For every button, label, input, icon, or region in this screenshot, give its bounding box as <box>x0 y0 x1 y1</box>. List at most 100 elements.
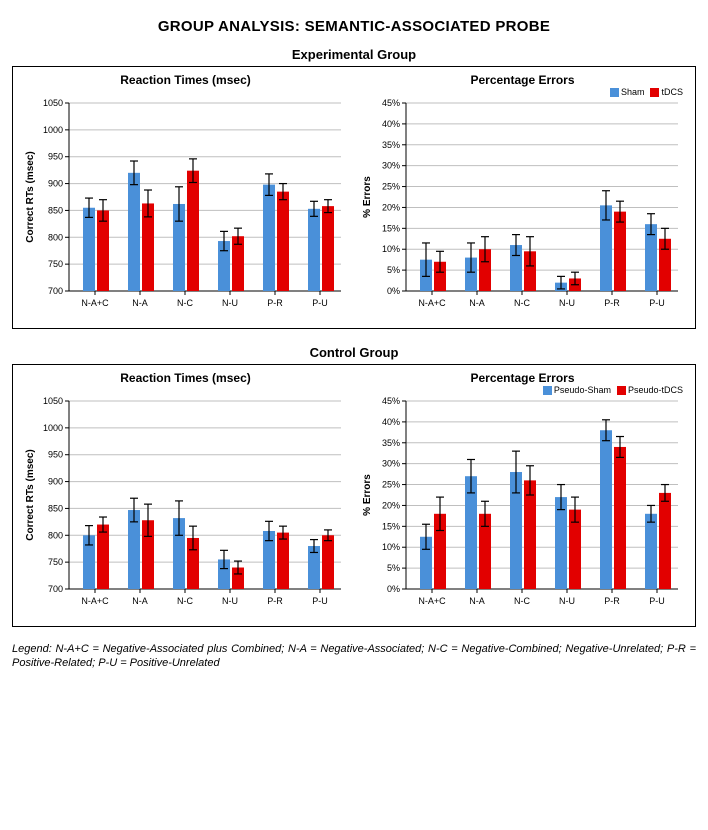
group-title: Control Group <box>12 345 696 360</box>
chart-legend: Pseudo-Sham Pseudo-tDCS <box>543 385 683 395</box>
svg-text:15%: 15% <box>382 223 400 233</box>
svg-text:1050: 1050 <box>43 396 63 406</box>
bar <box>97 525 109 589</box>
bar <box>645 514 657 589</box>
svg-text:P-R: P-R <box>267 298 283 308</box>
svg-text:N-U: N-U <box>222 596 238 606</box>
svg-text:P-U: P-U <box>649 298 665 308</box>
chart-title: Reaction Times (msec) <box>19 371 352 385</box>
svg-text:20%: 20% <box>382 202 400 212</box>
svg-text:N-C: N-C <box>514 298 530 308</box>
svg-text:P-R: P-R <box>604 596 620 606</box>
svg-text:N-A+C: N-A+C <box>418 596 446 606</box>
svg-text:N-A+C: N-A+C <box>81 596 109 606</box>
svg-text:P-R: P-R <box>267 596 283 606</box>
chart: Reaction Times (msec)7007508008509009501… <box>19 371 352 624</box>
svg-text:P-U: P-U <box>312 596 328 606</box>
figure-content: Experimental GroupReaction Times (msec)7… <box>12 47 696 627</box>
chart-legend: Sham tDCS <box>610 87 683 97</box>
svg-text:P-U: P-U <box>649 596 665 606</box>
bar <box>83 208 95 291</box>
svg-text:N-C: N-C <box>514 596 530 606</box>
svg-text:35%: 35% <box>382 438 400 448</box>
svg-text:0%: 0% <box>387 584 400 594</box>
chart-title: Percentage Errors <box>356 371 689 385</box>
svg-text:900: 900 <box>48 179 63 189</box>
svg-text:900: 900 <box>48 477 63 487</box>
svg-text:800: 800 <box>48 530 63 540</box>
svg-text:5%: 5% <box>387 265 400 275</box>
svg-text:N-C: N-C <box>177 596 193 606</box>
bar <box>322 206 334 291</box>
svg-text:Correct RTs (msec): Correct RTs (msec) <box>25 151 36 243</box>
bar <box>659 493 671 589</box>
bar <box>263 185 275 291</box>
chart: Percentage ErrorsSham tDCS 0% 5% 10% 15% 20% 25… <box>356 73 689 326</box>
chart-title: Reaction Times (msec) <box>19 73 352 87</box>
bar <box>277 533 289 589</box>
svg-text:30%: 30% <box>382 161 400 171</box>
svg-text:35%: 35% <box>382 140 400 150</box>
legend-label: Pseudo-Sham <box>554 385 611 395</box>
chart-svg: 700 750 800 850 900 950 1000 1050 Correct RTs (m… <box>19 91 349 326</box>
svg-text:850: 850 <box>48 205 63 215</box>
svg-text:1000: 1000 <box>43 423 63 433</box>
svg-text:N-U: N-U <box>559 298 575 308</box>
svg-text:40%: 40% <box>382 417 400 427</box>
bar <box>614 447 626 589</box>
bar <box>524 480 536 589</box>
svg-text:P-R: P-R <box>604 298 620 308</box>
svg-text:N-A: N-A <box>132 596 148 606</box>
svg-text:0%: 0% <box>387 286 400 296</box>
svg-text:750: 750 <box>48 557 63 567</box>
svg-text:800: 800 <box>48 232 63 242</box>
chart: Reaction Times (msec) 700 750 800 850 900 950 1… <box>19 73 352 326</box>
svg-text:700: 700 <box>48 286 63 296</box>
bar <box>614 212 626 291</box>
chart: Percentage ErrorsPseudo-Sham Pseudo-tDCS 0… <box>356 371 689 624</box>
svg-text:5%: 5% <box>387 563 400 573</box>
svg-text:45%: 45% <box>382 98 400 108</box>
legend-label: tDCS <box>661 87 683 97</box>
svg-text:25%: 25% <box>382 182 400 192</box>
svg-text:10%: 10% <box>382 542 400 552</box>
svg-text:750: 750 <box>48 259 63 269</box>
svg-text:40%: 40% <box>382 119 400 129</box>
svg-text:N-C: N-C <box>177 298 193 308</box>
bar <box>322 535 334 589</box>
panel: Reaction Times (msec)7007508008509009501… <box>12 364 696 627</box>
main-title: GROUP ANALYSIS: SEMANTIC-ASSOCIATED PROB… <box>12 18 696 35</box>
svg-text:N-A: N-A <box>469 596 485 606</box>
svg-text:% Errors: % Errors <box>362 474 373 516</box>
svg-text:700: 700 <box>48 584 63 594</box>
legend-footnote: Legend: N-A+C = Negative-Associated plus… <box>12 643 696 671</box>
bar <box>555 497 567 589</box>
legend-label: Sham <box>621 87 645 97</box>
svg-text:20%: 20% <box>382 500 400 510</box>
chart-svg: 0%5%10%15%20%25%30%35%40%45%% ErrorsN-A+… <box>356 389 686 624</box>
chart-svg: 70075080085090095010001050Correct RTs (m… <box>19 389 349 624</box>
chart-svg: 0% 5% 10% 15% 20% 25% 30% 35% 40% 45% % Errors N-A+… <box>356 91 686 326</box>
panel: Reaction Times (msec) 700 750 800 850 900 950 1… <box>12 66 696 329</box>
svg-text:P-U: P-U <box>312 298 328 308</box>
svg-text:N-U: N-U <box>559 596 575 606</box>
svg-text:15%: 15% <box>382 521 400 531</box>
svg-text:N-A: N-A <box>469 298 485 308</box>
bar <box>308 209 320 291</box>
bar <box>277 192 289 291</box>
svg-text:1000: 1000 <box>43 125 63 135</box>
svg-text:1050: 1050 <box>43 98 63 108</box>
chart-title: Percentage Errors <box>356 73 689 87</box>
bar <box>600 430 612 589</box>
svg-text:N-U: N-U <box>222 298 238 308</box>
svg-text:N-A+C: N-A+C <box>418 298 446 308</box>
bar <box>97 210 109 291</box>
svg-text:45%: 45% <box>382 396 400 406</box>
svg-text:950: 950 <box>48 152 63 162</box>
svg-text:850: 850 <box>48 503 63 513</box>
bar <box>128 173 140 291</box>
svg-text:N-A+C: N-A+C <box>81 298 109 308</box>
svg-text:10%: 10% <box>382 244 400 254</box>
legend-label: Pseudo-tDCS <box>628 385 683 395</box>
svg-text:% Errors: % Errors <box>362 176 373 218</box>
